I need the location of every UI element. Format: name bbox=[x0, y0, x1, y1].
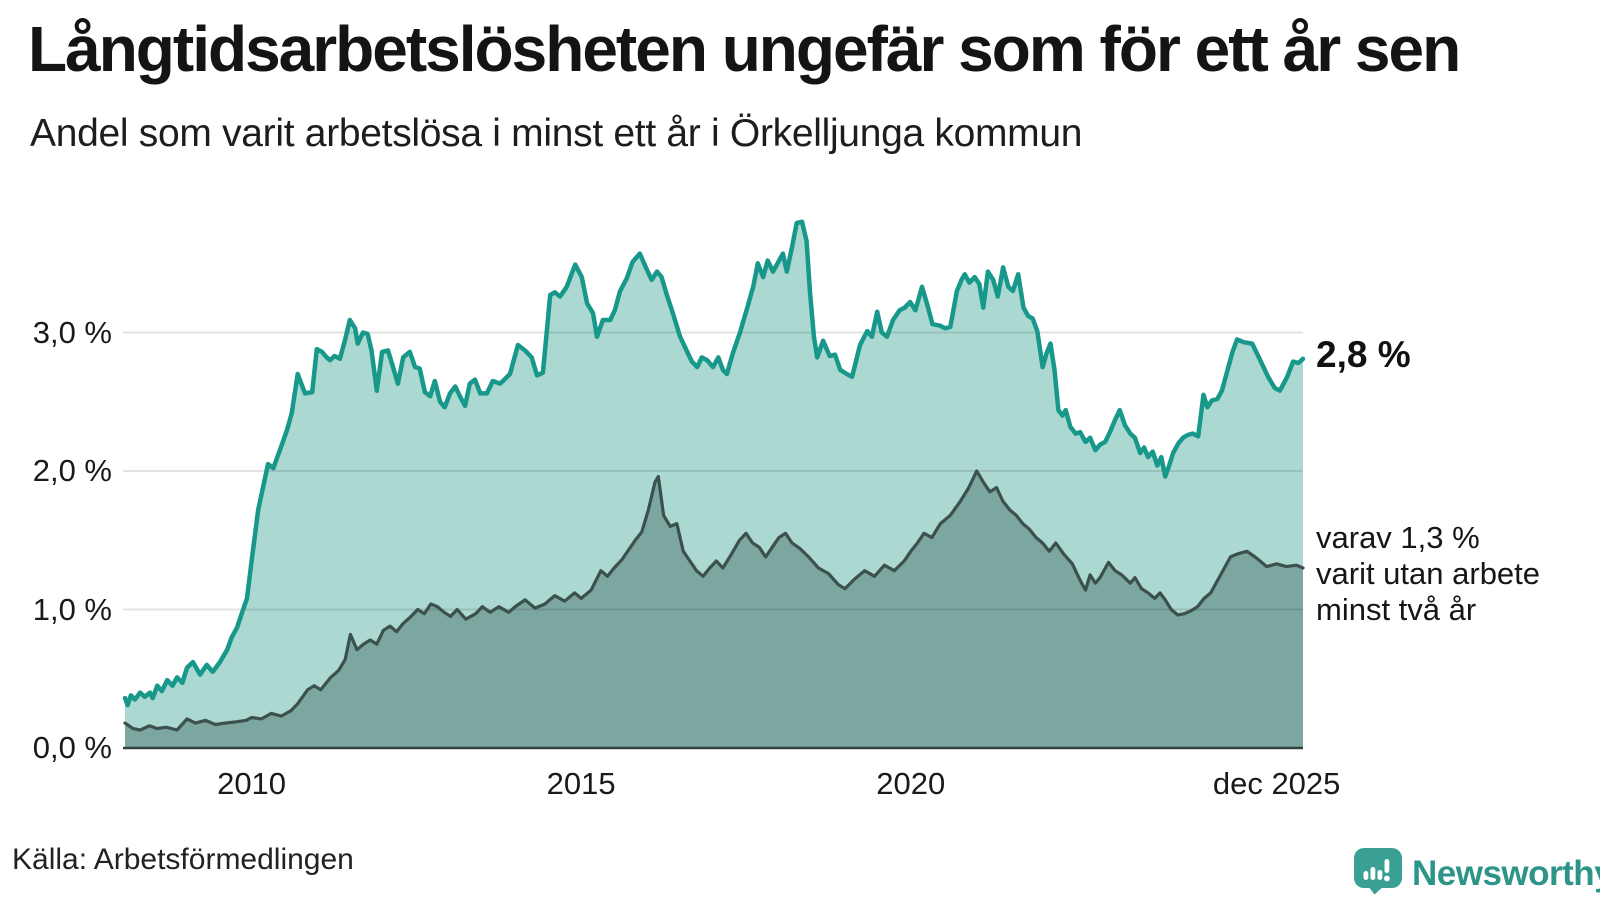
x-axis-label-2020: 2020 bbox=[876, 766, 946, 801]
page-subtitle: Andel som varit arbetslösa i minst ett å… bbox=[30, 112, 1083, 155]
page-title: Långtidsarbetslösheten ungefär som för e… bbox=[28, 13, 1461, 85]
series-end-annotation-two-years: varav 1,3 % varit utan arbete minst två … bbox=[1316, 520, 1540, 628]
annotation-line-3: minst två år bbox=[1316, 592, 1477, 627]
source-credit: Källa: Arbetsförmedlingen bbox=[12, 843, 354, 876]
x-axis-label-dec-2025: dec 2025 bbox=[1212, 766, 1341, 801]
newsworthy-speech-bubble-chart-icon bbox=[1353, 847, 1403, 900]
y-axis-label-0: 0,0 % bbox=[32, 730, 112, 765]
y-axis-label-3: 3,0 % bbox=[32, 314, 112, 350]
newsworthy-logo: Newsworthy bbox=[1353, 847, 1600, 900]
newsworthy-wordmark: Newsworthy bbox=[1412, 853, 1600, 893]
annotation-line-2: varit utan arbete bbox=[1316, 556, 1541, 591]
annotation-line-1: varav 1,3 % bbox=[1316, 520, 1480, 555]
x-axis-label-2010: 2010 bbox=[217, 766, 287, 801]
y-axis-label-2: 2,0 % bbox=[32, 453, 112, 488]
series-end-value-total: 2,8 % bbox=[1316, 334, 1411, 375]
y-axis-label-1: 1,0 % bbox=[32, 591, 112, 627]
x-axis-label-2015: 2015 bbox=[546, 766, 616, 801]
